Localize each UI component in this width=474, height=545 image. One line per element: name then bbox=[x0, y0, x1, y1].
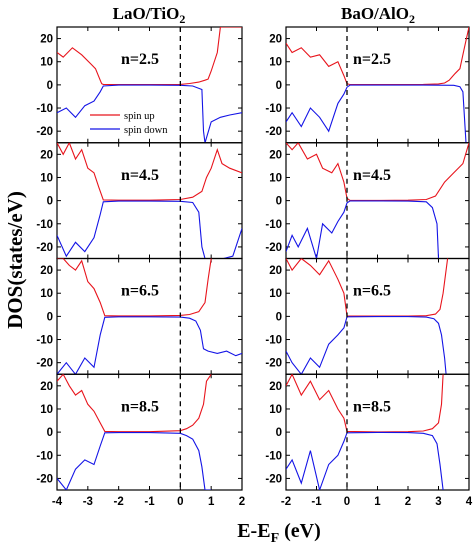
x-tick-label: 0 bbox=[344, 496, 350, 508]
y-tick-label: 0 bbox=[276, 427, 282, 439]
spin-down-line bbox=[286, 200, 469, 259]
legend-spin-up-label: spin up bbox=[124, 111, 155, 122]
panel-label: n=4.5 bbox=[121, 167, 159, 184]
legend-spin-down-label: spin down bbox=[124, 125, 168, 136]
spin-down-line bbox=[286, 84, 469, 143]
x-tick-label: 0 bbox=[177, 496, 183, 508]
panel-label: n=2.5 bbox=[121, 51, 159, 68]
y-tick-label: 20 bbox=[269, 381, 282, 393]
y-tick-label: -10 bbox=[265, 335, 282, 347]
y-tick-label: 10 bbox=[40, 172, 53, 184]
x-tick-label: -2 bbox=[281, 496, 291, 508]
x-tick-label: -1 bbox=[144, 496, 155, 508]
left-column-title: LaO/TiO2 bbox=[113, 4, 186, 26]
panel-label: n=8.5 bbox=[121, 398, 159, 415]
y-tick-label: 20 bbox=[40, 265, 53, 277]
x-tick-label: -4 bbox=[52, 496, 63, 508]
y-tick-label: 0 bbox=[276, 80, 282, 92]
y-tick-label: -10 bbox=[36, 335, 53, 347]
right-column-title: BaO/AlO2 bbox=[341, 4, 415, 26]
y-tick-label: 20 bbox=[269, 149, 282, 161]
y-axis-label: DOS(states/eV) bbox=[3, 191, 27, 329]
spin-down-line bbox=[57, 84, 242, 143]
panel-left-1: -20 -10 0 10 20 n=2.5 spin up spin down bbox=[36, 26, 243, 144]
y-tick-label: 20 bbox=[40, 149, 53, 161]
x-tick-label: 2 bbox=[239, 496, 245, 508]
spin-down-line bbox=[57, 316, 242, 375]
spin-down-line bbox=[286, 316, 447, 375]
spin-up-line bbox=[57, 374, 212, 433]
spin-up-line bbox=[57, 142, 242, 201]
y-tick-label: -10 bbox=[36, 450, 53, 462]
y-tick-label: 0 bbox=[276, 311, 282, 323]
y-tick-label: -20 bbox=[265, 242, 282, 254]
x-tick-label: 3 bbox=[435, 496, 441, 508]
y-tick-label: -10 bbox=[265, 450, 282, 462]
y-tick-label: -20 bbox=[36, 473, 53, 485]
panel-right-2: -20 -10 0 10 20 n=4.5 bbox=[265, 142, 470, 260]
y-tick-label: -10 bbox=[265, 103, 282, 115]
legend: spin up spin down bbox=[90, 111, 168, 136]
panel-left-2: -20 -10 0 10 20 n=4.5 bbox=[36, 142, 243, 260]
panel-label: n=4.5 bbox=[353, 167, 391, 184]
spin-down-line bbox=[286, 431, 444, 490]
y-tick-label: 0 bbox=[47, 311, 53, 323]
y-tick-label: -20 bbox=[36, 126, 53, 138]
x-tick-label: 2 bbox=[405, 496, 411, 508]
y-tick-label: 10 bbox=[40, 288, 53, 300]
y-tick-label: 10 bbox=[40, 404, 53, 416]
x-axis-label: E-EF (eV) bbox=[237, 520, 321, 545]
y-tick-label: -10 bbox=[36, 103, 53, 115]
panel-left-3: -20 -10 0 10 20 n=6.5 bbox=[36, 257, 243, 375]
x-tick-label: 4 bbox=[466, 496, 473, 508]
panel-label: n=6.5 bbox=[121, 283, 159, 300]
y-tick-label: 0 bbox=[47, 427, 53, 439]
y-tick-label: 10 bbox=[269, 57, 282, 69]
x-tick-label: 1 bbox=[208, 496, 215, 508]
y-tick-label: 10 bbox=[269, 172, 282, 184]
x-tick-label: 1 bbox=[374, 496, 381, 508]
panel-label: n=8.5 bbox=[353, 398, 391, 415]
panel-right-3: -20 -10 0 10 20 n=6.5 bbox=[265, 257, 470, 375]
x-tick-label: -1 bbox=[311, 496, 322, 508]
y-tick-label: -10 bbox=[36, 219, 53, 231]
spin-up-line bbox=[286, 374, 444, 433]
y-tick-label: 0 bbox=[47, 196, 53, 208]
y-tick-label: 20 bbox=[40, 381, 53, 393]
y-tick-label: 10 bbox=[40, 57, 53, 69]
y-tick-label: -20 bbox=[36, 242, 53, 254]
x-tick-label: -2 bbox=[114, 496, 124, 508]
y-tick-label: 10 bbox=[269, 288, 282, 300]
y-tick-label: 20 bbox=[269, 34, 282, 46]
y-tick-label: 10 bbox=[269, 404, 282, 416]
y-tick-label: 0 bbox=[47, 80, 53, 92]
y-tick-label: -10 bbox=[265, 219, 282, 231]
y-tick-label: 0 bbox=[276, 196, 282, 208]
x-tick-label: -3 bbox=[83, 496, 93, 508]
spin-down-line bbox=[57, 200, 242, 259]
spin-up-line bbox=[57, 258, 212, 317]
y-tick-label: -20 bbox=[36, 358, 53, 370]
y-tick-label: -20 bbox=[265, 358, 282, 370]
y-tick-label: -20 bbox=[265, 473, 282, 485]
panel-right-1: -20 -10 0 10 20 n=2.5 bbox=[265, 26, 470, 144]
y-tick-label: -20 bbox=[265, 126, 282, 138]
panel-label: n=6.5 bbox=[353, 283, 391, 300]
y-tick-label: 20 bbox=[269, 265, 282, 277]
spin-down-line bbox=[57, 432, 212, 490]
panel-label: n=2.5 bbox=[353, 51, 391, 68]
y-tick-label: 20 bbox=[40, 34, 53, 46]
